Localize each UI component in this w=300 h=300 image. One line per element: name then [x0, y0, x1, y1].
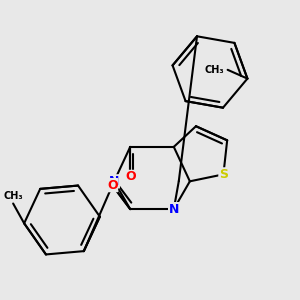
Text: O: O [107, 178, 118, 192]
Text: CH₃: CH₃ [205, 65, 225, 75]
Text: N: N [109, 175, 119, 188]
Text: CH₃: CH₃ [3, 190, 23, 200]
Text: S: S [219, 168, 228, 181]
Text: N: N [169, 202, 179, 216]
Text: O: O [125, 170, 136, 183]
